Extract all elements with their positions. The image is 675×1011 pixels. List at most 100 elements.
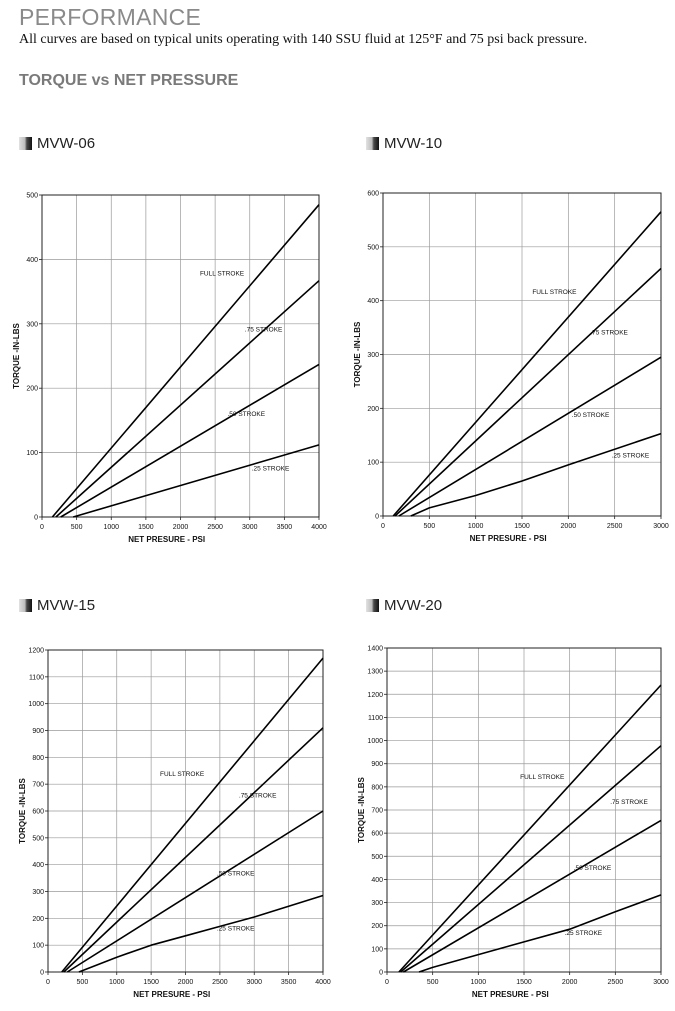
x-axis-label: NET PRESURE - PSI (128, 535, 205, 544)
series-label: FULL STROKE (200, 271, 245, 278)
series-line-full-stroke (61, 657, 324, 973)
y-tick-label: 600 (32, 809, 44, 816)
x-tick-label: 1500 (516, 979, 532, 986)
y-tick-label: 100 (32, 943, 44, 950)
y-tick-label: 1000 (367, 738, 383, 745)
series-label: .75 STROKE (239, 793, 277, 800)
series-line-full-stroke (398, 684, 662, 973)
x-tick-label: 4000 (311, 524, 327, 531)
y-tick-label: 1200 (367, 692, 383, 699)
chart-mvw-20: 0 500 1000 1500 2000 2500 3000 0 100 200 300 400 500… (357, 646, 669, 1000)
x-tick-label: 0 (381, 523, 385, 530)
y-tick-label: 700 (371, 808, 383, 815)
y-axis-label: TORQUE -IN-LBS (12, 323, 21, 389)
x-tick-label: 2000 (178, 979, 194, 986)
x-tick-label: 1500 (138, 524, 154, 531)
y-tick-label: 1100 (368, 715, 383, 722)
x-tick-label: 0 (46, 979, 50, 986)
y-tick-label: 1100 (29, 674, 44, 681)
y-tick-label: 300 (32, 889, 44, 896)
series-label: .25 STROKE (217, 925, 255, 932)
chart-title: MVW-20 (384, 597, 443, 614)
chart-mvw-06: 0 500 1000 1500 2000 2500 3000 3500 4000 0 100 200 3… (12, 193, 327, 545)
y-tick-label: 100 (26, 450, 38, 457)
x-tick-label: 500 (77, 979, 89, 986)
page-title: PERFORMANCE (19, 4, 202, 30)
y-tick-label: 100 (367, 460, 379, 467)
y-tick-label: 300 (371, 900, 383, 907)
y-tick-label: 1300 (367, 669, 383, 676)
x-axis-label: NET PRESURE - PSI (472, 990, 549, 999)
y-tick-label: 0 (34, 515, 38, 522)
series-line-25-stroke (418, 894, 662, 973)
series-line-75-stroke (394, 267, 662, 517)
y-tick-label: 300 (26, 321, 38, 328)
chart-title: MVW-06 (37, 135, 96, 152)
y-tick-label: 700 (32, 782, 44, 789)
chart-header-mvw-20: MVW-20 (366, 597, 442, 614)
series-label: FULL STROKE (160, 771, 205, 778)
x-tick-label: 1000 (471, 979, 487, 986)
y-tick-label: 1200 (28, 648, 44, 655)
series-line-50-stroke (402, 819, 662, 973)
x-tick-label: 1000 (103, 524, 119, 531)
y-tick-label: 500 (371, 854, 383, 861)
x-tick-label: 1500 (514, 523, 530, 530)
x-tick-label: 3000 (246, 979, 262, 986)
chart-header-mvw-10: MVW-10 (366, 135, 442, 152)
series-label: .25 STROKE (252, 466, 290, 473)
series-label: .75 STROKE (610, 799, 648, 806)
y-tick-label: 100 (371, 946, 383, 953)
chart-header-mvw-15: MVW-15 (19, 597, 95, 614)
x-tick-label: 0 (40, 524, 44, 531)
y-tick-label: 500 (32, 835, 44, 842)
y-tick-label: 500 (367, 244, 379, 251)
chart-mvw-10: 0 500 1000 1500 2000 2500 3000 0 100 200 300 400 500… (353, 191, 669, 544)
page-subtitle: All curves are based on typical units op… (19, 32, 588, 47)
x-tick-label: 1500 (143, 979, 159, 986)
y-tick-label: 200 (367, 406, 379, 413)
section-title: TORQUE vs NET PRESSURE (19, 72, 239, 89)
series-label: .50 STROKE (574, 865, 612, 872)
x-tick-label: 2000 (562, 979, 578, 986)
y-tick-label: 0 (379, 970, 383, 977)
y-tick-label: 400 (371, 877, 383, 884)
square-marker-icon (366, 599, 379, 612)
y-tick-label: 1400 (367, 646, 383, 653)
x-tick-label: 2500 (607, 523, 623, 530)
series-label: FULL STROKE (520, 774, 565, 781)
x-axis-label: NET PRESURE - PSI (470, 534, 547, 543)
y-tick-label: 900 (371, 761, 383, 768)
y-tick-label: 1000 (28, 701, 44, 708)
x-tick-label: 1000 (109, 979, 125, 986)
series-line-25-stroke (78, 894, 324, 973)
x-tick-label: 2500 (608, 979, 624, 986)
y-tick-label: 600 (367, 191, 379, 198)
y-tick-label: 900 (32, 728, 44, 735)
chart-header-mvw-06: MVW-06 (19, 135, 95, 152)
y-tick-label: 500 (26, 193, 38, 200)
y-tick-label: 600 (371, 831, 383, 838)
series-line-full-stroke (392, 211, 662, 517)
series-line-full-stroke (51, 204, 320, 518)
series-line-75-stroke (55, 280, 320, 518)
x-tick-label: 2500 (207, 524, 223, 531)
series-line-50-stroke (398, 356, 662, 517)
chart-title: MVW-10 (384, 135, 443, 152)
y-tick-label: 400 (367, 298, 379, 305)
x-tick-label: 0 (385, 979, 389, 986)
series-label: .25 STROKE (565, 930, 603, 937)
series-label: .75 STROKE (590, 330, 628, 337)
x-tick-label: 3500 (281, 979, 297, 986)
series-line-25-stroke (410, 432, 662, 517)
series-label: .50 STROKE (572, 412, 610, 419)
series-label: FULL STROKE (532, 289, 577, 296)
chart-mvw-15: 0 500 1000 1500 2000 2500 3000 3500 4000 0 100 200 3… (18, 648, 331, 1000)
x-tick-label: 2500 (212, 979, 228, 986)
y-tick-label: 0 (375, 514, 379, 521)
y-tick-label: 400 (32, 862, 44, 869)
x-tick-label: 500 (71, 524, 83, 531)
series-line-75-stroke (63, 727, 324, 973)
square-marker-icon (19, 137, 32, 150)
series-label: .50 STROKE (227, 411, 265, 418)
